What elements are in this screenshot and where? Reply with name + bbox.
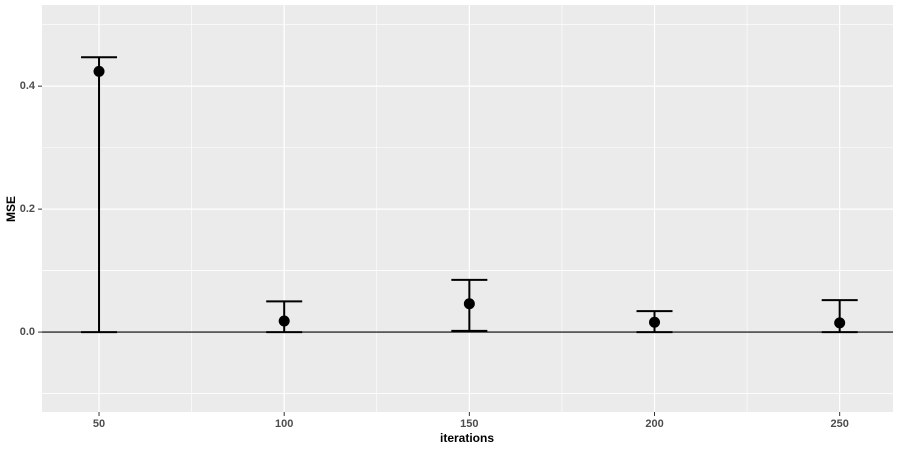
plot-panel	[42, 5, 893, 412]
y-tick-label: 0.0	[20, 326, 35, 338]
x-tick-label: 150	[460, 418, 478, 430]
x-tick-label: 100	[275, 418, 293, 430]
point	[649, 316, 661, 328]
y-tick-label: 0.4	[20, 80, 36, 92]
point	[278, 315, 290, 327]
x-tick-label: 250	[830, 418, 848, 430]
y-tick-label: 0.2	[20, 203, 35, 215]
point	[834, 317, 846, 329]
x-axis-title: iterations	[440, 431, 494, 445]
point	[93, 65, 105, 77]
x-tick-label: 200	[645, 418, 663, 430]
x-tick-label: 50	[93, 418, 105, 430]
point	[463, 298, 475, 310]
y-axis-title: MSE	[4, 196, 18, 222]
